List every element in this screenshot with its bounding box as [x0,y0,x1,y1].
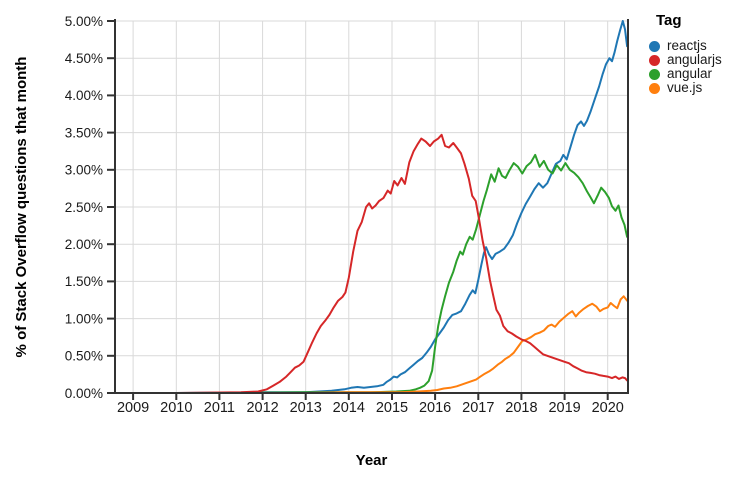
y-tick-label: 1.00% [65,311,103,326]
y-tick-label: 5.00% [65,14,103,29]
y-tick-label: 4.00% [65,88,103,103]
series-line-reactjs [114,20,629,394]
series-line-angular [114,153,629,394]
legend-dot-icon [649,40,660,52]
y-tick-label: 2.00% [65,237,103,252]
legend-item-angular: angular [649,67,741,81]
legend-label: vue.js [667,80,703,95]
y-tick-label: 3.50% [65,125,103,140]
y-tick-label: 0.00% [65,386,103,401]
x-tick-label: 2020 [592,400,624,416]
legend-title: Tag [656,12,682,29]
legend-dot-icon [649,68,660,80]
y-tick-label: 1.50% [65,274,103,289]
y-tick-label: 3.00% [65,163,103,178]
legend-label: angularjs [667,52,722,67]
legend-item-angularjs: angularjs [649,53,741,67]
legend-label: angular [667,66,713,81]
x-tick-label: 2019 [548,400,580,416]
x-tick-label: 2013 [290,400,322,416]
x-tick-label: 2010 [160,400,192,416]
legend: Tag reactjs angularjs angular vue.js [649,12,741,95]
y-tick-label: 0.50% [65,349,103,364]
x-tick-label: 2011 [204,400,235,416]
x-tick-label: 2016 [419,400,451,416]
legend-dot-icon [649,54,660,66]
y-tick-label: 4.50% [65,51,103,66]
x-axis-title: Year [355,452,388,469]
x-tick-label: 2012 [246,400,278,416]
series-line-vue.js [114,295,629,394]
x-tick-label: 2009 [117,400,149,416]
legend-item-vue.js: vue.js [649,81,741,95]
legend-label: reactjs [667,38,707,53]
x-tick-label: 2015 [376,400,408,416]
series-line-angularjs [114,133,629,394]
legend-items: reactjs angularjs angular vue.js [649,39,741,95]
x-tick-label: 2014 [333,400,365,416]
x-tick-label: 2017 [462,400,494,416]
y-axis-title: % of Stack Overflow questions that month [13,56,30,358]
y-tick-label: 2.50% [65,200,103,215]
x-tick-label: 2018 [505,400,537,416]
legend-dot-icon [649,82,660,94]
legend-item-reactjs: reactjs [649,39,741,53]
